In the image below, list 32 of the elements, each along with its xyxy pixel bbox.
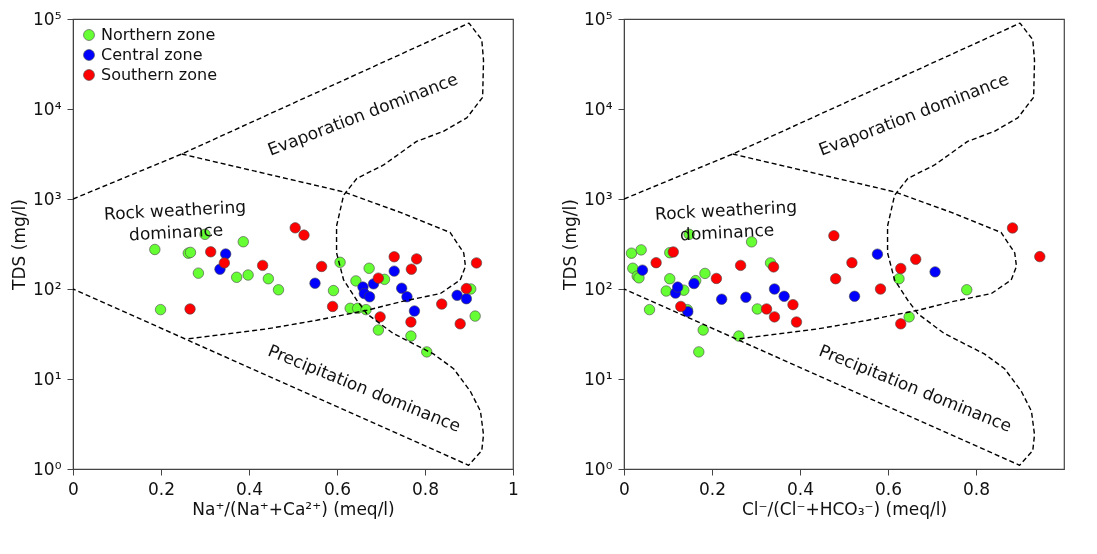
y-tick-label: 10⁵ (33, 8, 62, 29)
y-tick-label: 10⁴ (33, 98, 62, 119)
x-tick-label: 1 (508, 478, 519, 499)
y-tick-label: 10⁴ (584, 98, 613, 119)
x-tick-label: 0.4 (235, 478, 264, 499)
y-tick-label: 10¹ (584, 368, 613, 389)
legend-label: Northern zone (101, 25, 216, 44)
y-tick-label: 10⁰ (33, 458, 62, 479)
x-tick-label: 0.8 (411, 478, 440, 499)
y-axis-title: TDS (mg/l) (9, 199, 30, 291)
x-tick-label: 0.8 (962, 478, 991, 499)
y-tick-label: 10⁵ (584, 8, 613, 29)
y-tick-label: 10² (33, 278, 62, 299)
x-tick-label: 0.2 (147, 478, 176, 499)
x-tick-label: 0.6 (323, 478, 352, 499)
x-axis-title: Cl⁻/(Cl⁻+HCO₃⁻) (meq/l) (741, 498, 948, 519)
y-axis-title: TDS (mg/l) (560, 199, 581, 291)
legend-label: Central zone (101, 45, 203, 64)
x-tick-label: 0.2 (698, 478, 727, 499)
y-tick-label: 10³ (584, 188, 613, 209)
x-tick-label: 0 (68, 478, 79, 499)
annotation: Rock weathering dominance (103, 196, 247, 245)
x-tick-label: 0.4 (786, 478, 815, 499)
x-tick-label: 0.6 (874, 478, 903, 499)
x-tick-label: 0 (619, 478, 630, 499)
y-tick-label: 10¹ (33, 368, 62, 389)
y-tick-label: 10⁰ (584, 458, 613, 479)
annotation: Rock weathering dominance (654, 196, 798, 245)
x-axis-title: Na⁺/(Na⁺+Ca²⁺) (meq/l) (192, 498, 395, 519)
y-tick-label: 10² (584, 278, 613, 299)
y-tick-label: 10³ (33, 188, 62, 209)
legend-label: Southern zone (101, 65, 218, 84)
